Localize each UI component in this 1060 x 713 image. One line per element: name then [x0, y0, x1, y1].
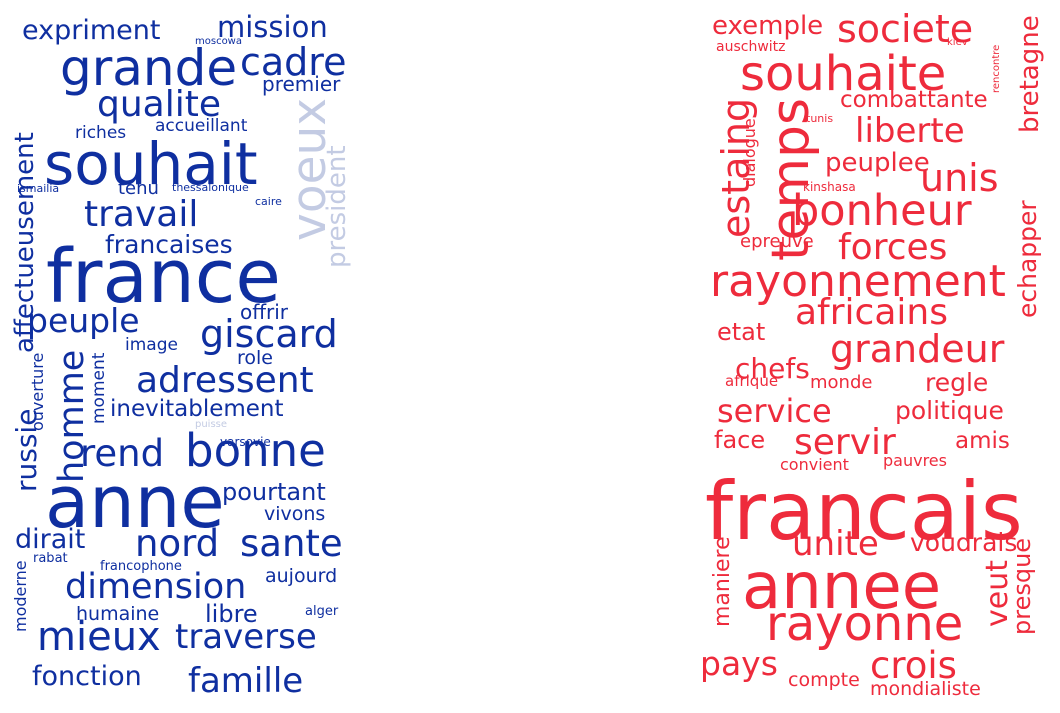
- word-dirait: dirait: [15, 524, 86, 555]
- word-africains: africains: [795, 292, 948, 333]
- word-famille: famille: [188, 661, 304, 701]
- word-bonheur: bonheur: [792, 186, 972, 236]
- word-afrique: afrique: [725, 372, 779, 390]
- word-libre: libre: [205, 600, 258, 628]
- word-alger: alger: [305, 604, 339, 619]
- word-mondialiste: mondialiste: [870, 678, 981, 700]
- word-anne: anne: [45, 460, 225, 544]
- word-caire: caire: [255, 195, 282, 208]
- word-grandeur: grandeur: [830, 327, 1005, 371]
- word-fonction: fonction: [32, 661, 142, 692]
- word-adressent: adressent: [136, 360, 314, 401]
- word-kiev: kiev: [947, 37, 968, 48]
- word-expriment: expriment: [22, 15, 161, 46]
- word-mission: mission: [217, 10, 328, 44]
- word-dialogue: dialogue: [740, 118, 759, 187]
- word-compte: compte: [788, 669, 860, 691]
- word-francophone: francophone: [100, 559, 182, 574]
- word-liberte: liberte: [855, 111, 965, 151]
- word-francais: francais: [705, 465, 1023, 558]
- word-unite: unite: [792, 524, 879, 564]
- word-france: france: [46, 234, 281, 320]
- word-giscard: giscard: [200, 312, 338, 356]
- word-service: service: [717, 392, 832, 430]
- word-regle: regle: [925, 368, 989, 397]
- word-puisse: puisse: [195, 419, 228, 430]
- word-rayonnement: rayonnement: [710, 256, 1006, 307]
- word-cadre: cadre: [240, 40, 347, 84]
- word-auschwitz: auschwitz: [716, 39, 786, 55]
- word-varsovie: varsovie: [220, 435, 271, 449]
- word-voudrais: voudrais: [910, 528, 1018, 557]
- word-societe: societe: [837, 7, 974, 51]
- word-pauvres: pauvres: [883, 451, 947, 470]
- word-epreuve: epreuve: [740, 231, 814, 252]
- word-amis: amis: [955, 428, 1010, 454]
- word-servir: servir: [794, 422, 896, 463]
- word-tunis: tunis: [806, 112, 834, 125]
- word-qualite: qualite: [97, 84, 221, 125]
- word-pourtant: pourtant: [222, 478, 326, 506]
- word-etat: etat: [717, 318, 766, 346]
- word-grande: grande: [60, 39, 238, 97]
- word-inevitablement: inevitablement: [110, 396, 284, 422]
- word-rayonne: rayonne: [766, 596, 964, 652]
- word-premier: premier: [262, 72, 341, 96]
- word-convient: convient: [780, 455, 849, 474]
- word-annee: annee: [742, 550, 942, 624]
- word-sante: sante: [240, 522, 343, 565]
- word-unis: unis: [920, 156, 999, 200]
- word-souhait: souhait: [44, 130, 258, 198]
- word-francaises: francaises: [105, 230, 233, 259]
- word-moscowa: moscowa: [195, 36, 242, 47]
- word-thessalonique: thessalonique: [172, 181, 249, 194]
- word-cloud-right: exemple societe auschwitz kiev rencontre souh…: [700, 0, 1060, 713]
- word-rend: rend: [80, 432, 165, 475]
- word-cloud-left: expriment mission grande cadre premier moscow…: [0, 0, 360, 713]
- word-ismailia: ismailia: [17, 182, 60, 195]
- word-traverse: traverse: [175, 617, 317, 657]
- word-riches: riches: [75, 123, 127, 143]
- word-exemple: exemple: [712, 11, 824, 41]
- word-crois: crois: [870, 644, 957, 687]
- word-pays: pays: [700, 644, 778, 683]
- word-politique: politique: [895, 396, 1004, 425]
- word-chefs: chefs: [735, 352, 810, 385]
- word-nord: nord: [135, 522, 220, 565]
- word-monde: monde: [810, 372, 873, 393]
- word-rencontre: rencontre: [991, 44, 1002, 93]
- word-souhaite: souhaite: [740, 46, 947, 102]
- word-role: role: [237, 347, 273, 369]
- word-vivons: vivons: [264, 503, 326, 525]
- word-president: president: [322, 145, 352, 268]
- word-accueillant: accueillant: [155, 116, 248, 136]
- word-tenu: tenu: [118, 178, 159, 199]
- word-dimension: dimension: [65, 567, 247, 607]
- word-peuple: peuple: [27, 301, 140, 340]
- word-bretagne: bretagne: [1015, 15, 1045, 133]
- word-bonne: bonne: [185, 424, 326, 477]
- word-image: image: [125, 335, 178, 355]
- word-humaine: humaine: [76, 603, 160, 625]
- word-travail: travail: [84, 194, 199, 235]
- word-rabat: rabat: [33, 551, 68, 566]
- word-offrir: offrir: [240, 300, 289, 324]
- word-forces: forces: [838, 227, 948, 268]
- word-russie: russie: [10, 408, 43, 492]
- word-maniere: maniere: [710, 536, 735, 627]
- word-face: face: [714, 426, 766, 454]
- word-moderne: moderne: [11, 560, 30, 632]
- word-aujourd: aujourd: [265, 565, 338, 587]
- word-kinshasa: kinshasa: [803, 180, 856, 194]
- word-moment: moment: [89, 352, 109, 424]
- word-presque: presque: [1008, 537, 1036, 635]
- word-echapper: echapper: [1013, 200, 1042, 318]
- word-mieux: mieux: [37, 614, 161, 660]
- word-peuplee: peuplee: [825, 148, 930, 178]
- word-combattante: combattante: [840, 87, 988, 113]
